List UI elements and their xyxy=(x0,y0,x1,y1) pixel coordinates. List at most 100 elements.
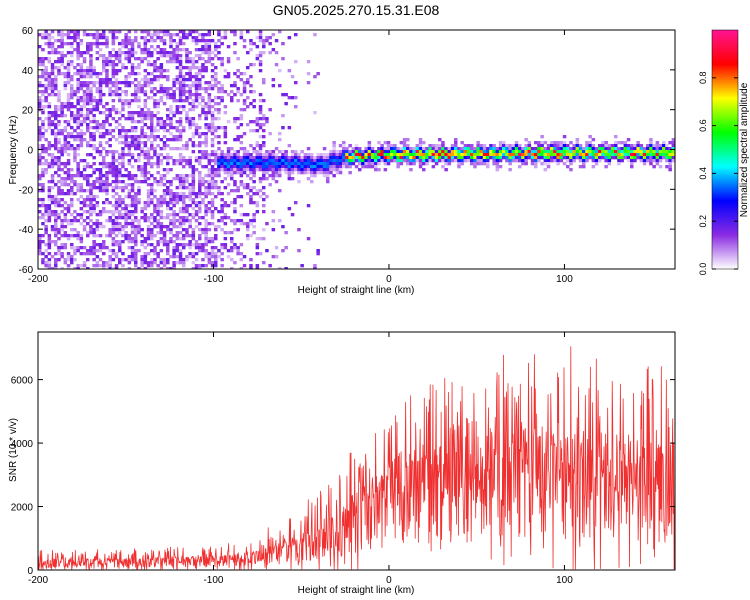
spectrogram-cell xyxy=(345,162,349,166)
spectrogram-cell xyxy=(143,144,148,148)
spectrogram-cell xyxy=(98,141,103,145)
spectrogram-cell xyxy=(134,72,138,76)
spectrogram-cell xyxy=(492,147,496,151)
spectrogram-cell xyxy=(386,159,391,163)
spectrogram-cell xyxy=(121,63,125,67)
spectrogram-cell xyxy=(89,66,93,70)
spectrogram-cell xyxy=(422,150,426,154)
spectrogram-cell xyxy=(233,93,237,97)
spectrogram-cell xyxy=(249,129,253,133)
y-tick-label: 60 xyxy=(22,26,34,37)
spectrogram-cell xyxy=(92,168,96,172)
spectrogram-cell xyxy=(150,39,154,43)
spectrogram-cell xyxy=(127,72,132,76)
spectrogram-cell xyxy=(153,129,157,133)
spectrogram-cell xyxy=(447,156,452,160)
spectrogram-cell xyxy=(54,66,58,70)
spectrogram-cell xyxy=(178,105,183,109)
spectrogram-cell xyxy=(412,147,416,151)
x-tick-label: 0 xyxy=(386,575,392,586)
spectrogram-cell xyxy=(252,159,256,163)
spectrogram-cell xyxy=(140,234,144,238)
spectrogram-cell xyxy=(214,195,218,199)
spectrogram-cell xyxy=(150,231,154,235)
spectrogram-cell xyxy=(66,207,71,211)
spectrogram-cell xyxy=(63,114,68,118)
spectrogram-cell xyxy=(41,75,45,79)
spectrogram-cell xyxy=(671,156,675,160)
spectrogram-cell xyxy=(66,168,71,172)
spectrogram-cell xyxy=(191,165,196,169)
spectrogram-cell xyxy=(44,168,48,172)
spectrogram-cell xyxy=(521,150,525,154)
spectrogram-cell xyxy=(150,135,154,139)
spectrogram-cell xyxy=(146,78,151,82)
spectrogram-cell xyxy=(98,246,103,250)
spectrogram-cell xyxy=(54,228,58,232)
spectrogram-cell xyxy=(143,156,148,160)
spectrogram-cell xyxy=(95,201,100,205)
spectrogram-cell xyxy=(367,165,372,169)
spectrogram-cell xyxy=(127,51,132,55)
spectrogram-cell xyxy=(166,252,170,256)
spectrogram-cell xyxy=(172,210,176,214)
spectrogram-cell xyxy=(575,147,580,151)
spectrogram-cell xyxy=(278,84,282,88)
spectrogram-cell xyxy=(50,36,55,40)
spectrogram-cell xyxy=(150,45,154,49)
spectrogram-cell xyxy=(172,60,176,64)
spectrogram-cell xyxy=(182,222,186,226)
spectrogram-cell xyxy=(98,90,103,94)
spectrogram-cell xyxy=(140,165,144,169)
spectrogram-cell xyxy=(73,30,77,34)
spectrogram-cell xyxy=(377,156,381,160)
spectrogram-cell xyxy=(326,180,330,184)
spectrogram-cell xyxy=(431,150,436,154)
spectrogram-cell xyxy=(630,153,634,157)
colorbar-label: Normalized spectral amplitude xyxy=(739,82,750,217)
spectrogram-cell xyxy=(137,156,141,160)
spectrogram-cell xyxy=(38,147,42,151)
spectrogram-cell xyxy=(121,162,125,166)
spectrogram-cell xyxy=(47,198,52,202)
spectrogram-cell xyxy=(105,183,109,187)
spectrogram-cell xyxy=(98,213,103,217)
spectrogram-cell xyxy=(239,72,244,76)
spectrogram-cell xyxy=(47,246,52,250)
spectrogram-cell xyxy=(111,171,116,175)
spectrogram-cell xyxy=(210,57,215,61)
spectrogram-cell xyxy=(162,129,167,133)
spectrogram-cell xyxy=(290,150,295,154)
spectrogram-cell xyxy=(450,153,455,157)
spectrogram-cell xyxy=(290,162,295,166)
spectrogram-cell xyxy=(313,156,317,160)
spectrogram-cell xyxy=(162,33,167,37)
spectrogram-cell xyxy=(114,252,119,256)
spectrogram-cell xyxy=(255,201,260,205)
spectrogram-cell xyxy=(79,75,84,79)
spectrogram-cell xyxy=(486,165,490,169)
spectrogram-cell xyxy=(271,219,276,223)
spectrogram-cell xyxy=(425,162,429,166)
spectrogram-cell xyxy=(210,201,215,205)
spectrogram-cell xyxy=(172,201,176,205)
spectrogram-cell xyxy=(166,261,170,265)
spectrogram-cell xyxy=(92,36,96,40)
spectrogram-cell xyxy=(86,90,90,94)
spectrogram-cell xyxy=(137,114,141,118)
spectrogram-cell xyxy=(569,147,573,151)
spectrogram-cell xyxy=(47,237,52,241)
spectrogram-cell xyxy=(242,45,247,49)
spectrogram-cell xyxy=(191,123,196,127)
spectrogram-cell xyxy=(150,216,154,220)
spectrogram-cell xyxy=(41,69,45,73)
spectrogram-cell xyxy=(428,156,432,160)
spectrogram-cell xyxy=(249,177,253,181)
spectrogram-cell xyxy=(306,156,311,160)
spectrogram-cell xyxy=(162,234,167,238)
spectrogram-cell xyxy=(326,168,330,172)
spectrogram-cell xyxy=(127,42,132,46)
spectrogram-cell xyxy=(150,162,154,166)
spectrogram-cell xyxy=(361,156,365,160)
spectrogram-cell xyxy=(76,165,80,169)
